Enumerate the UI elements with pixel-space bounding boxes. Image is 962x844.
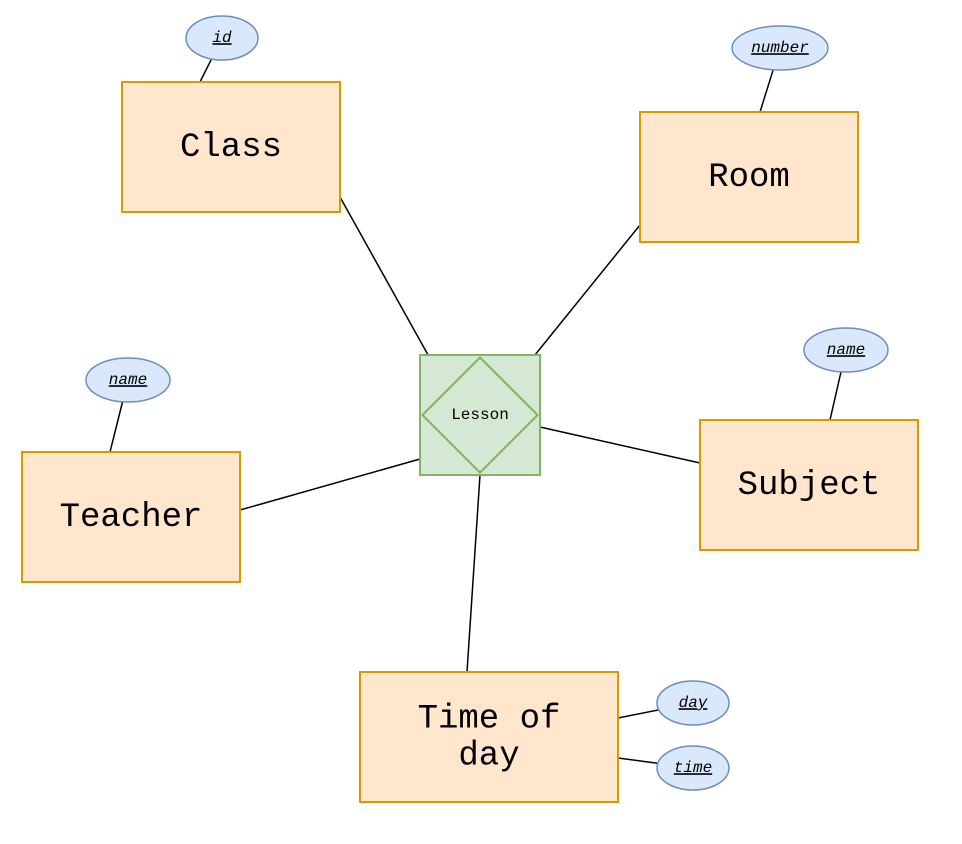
attribute-tod_time: time <box>657 746 729 790</box>
edge-lesson-class <box>340 197 437 371</box>
entity-teacher: Teacher <box>22 452 240 582</box>
attribute-label-room_num: number <box>751 39 809 57</box>
edge-lesson-room <box>522 225 640 371</box>
entity-timeday: Time ofday <box>360 672 618 802</box>
attribute-subj_name: name <box>804 328 888 372</box>
entity-label-subject: Subject <box>738 467 881 505</box>
edge-lesson-timeday <box>467 475 480 672</box>
entity-class: Class <box>122 82 340 212</box>
attribute-label-tod_day: day <box>679 694 708 712</box>
entity-label-class: Class <box>180 129 282 167</box>
entity-label-room: Room <box>708 159 790 197</box>
attribute-room_num: number <box>732 26 828 70</box>
entity-label-timeday-line0: Time of <box>418 700 561 738</box>
attribute-label-subj_name: name <box>827 341 865 359</box>
edge-lesson-subject <box>540 427 700 463</box>
entity-label-teacher: Teacher <box>60 499 203 537</box>
attribute-label-class_id: id <box>212 29 232 47</box>
entity-subject: Subject <box>700 420 918 550</box>
relationship-label: Lesson <box>451 406 509 424</box>
er-diagram: LessonClassRoomTeacherSubjectTime ofdayi… <box>0 0 962 844</box>
entity-room: Room <box>640 112 858 242</box>
attribute-label-teach_name: name <box>109 371 147 389</box>
attribute-tod_day: day <box>657 681 729 725</box>
relationship-lesson: Lesson <box>420 355 540 475</box>
attribute-label-tod_time: time <box>674 759 712 777</box>
attribute-class_id: id <box>186 16 258 60</box>
edge-lesson-teacher <box>240 459 420 510</box>
attribute-teach_name: name <box>86 358 170 402</box>
entity-label-timeday-line1: day <box>458 738 519 776</box>
